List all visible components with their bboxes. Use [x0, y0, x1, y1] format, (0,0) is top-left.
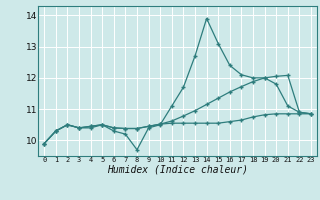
X-axis label: Humidex (Indice chaleur): Humidex (Indice chaleur)	[107, 165, 248, 175]
